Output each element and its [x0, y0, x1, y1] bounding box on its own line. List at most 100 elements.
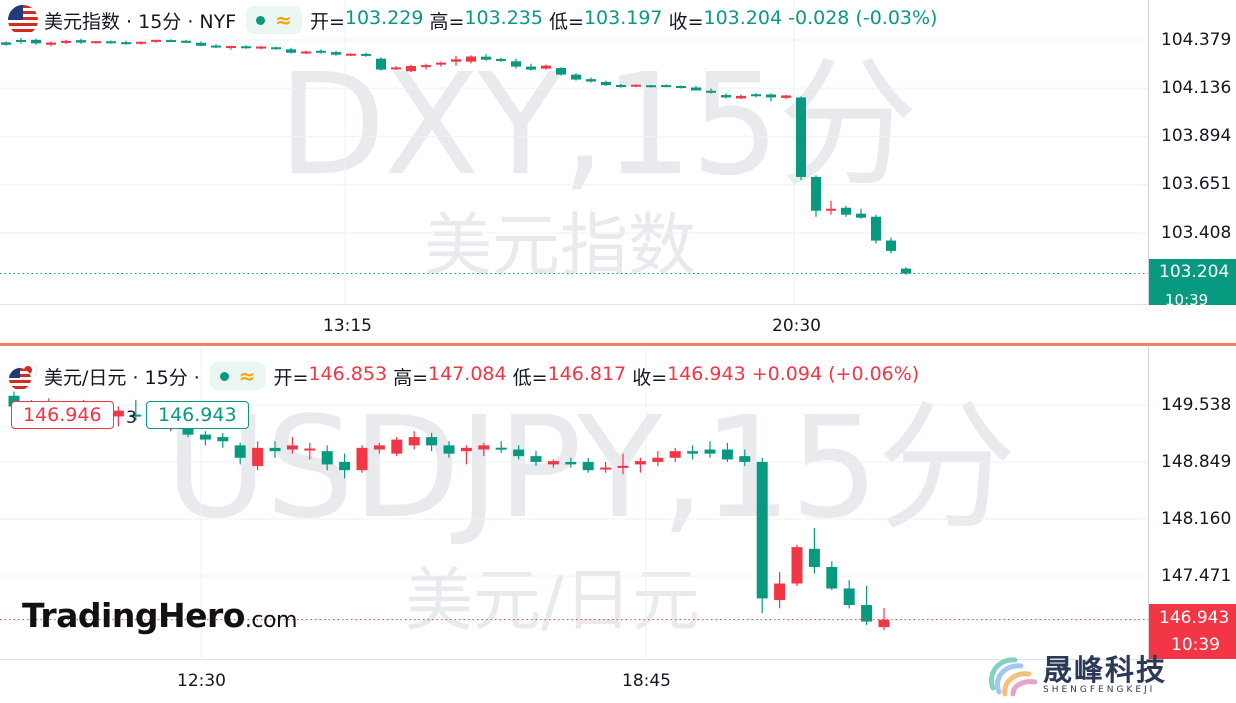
- candle: [391, 437, 403, 457]
- candle: [721, 442, 733, 462]
- candle-body: [421, 65, 431, 68]
- candle-body: [443, 445, 455, 454]
- dxy-chart-pane[interactable]: DXY,15分 美元指数 104.379 104.136 103.894 103…: [0, 0, 1236, 340]
- ask-price-button[interactable]: 146.943: [146, 401, 249, 429]
- ohlc-close-value: 103.204: [703, 6, 783, 29]
- candle-body: [217, 437, 229, 442]
- candle: [91, 41, 101, 44]
- candle-body: [286, 49, 296, 53]
- candle: [269, 441, 281, 458]
- candle-body: [766, 94, 776, 98]
- candle: [774, 571, 786, 609]
- usdjpy-chart-pane[interactable]: USDJPY,15分 美元/日元 149.538 148.849 148.160…: [0, 347, 1236, 703]
- candle: [646, 85, 656, 88]
- candle-body: [304, 448, 316, 451]
- candle: [443, 441, 455, 458]
- shengfeng-name-cn: 晟峰科技: [1043, 653, 1168, 687]
- usdjpy-status-pill[interactable]: ≈: [209, 362, 266, 390]
- candle-body: [331, 52, 341, 55]
- candle-body: [676, 86, 686, 89]
- ohlc-low-value: 146.817: [547, 362, 627, 385]
- dxy-symbol-title[interactable]: 美元指数 · 15分 · NYF: [44, 10, 237, 33]
- candle-body: [356, 447, 368, 471]
- candle: [751, 93, 761, 98]
- ohlc-high-value: 147.084: [428, 362, 507, 385]
- ohlc-high-label: 高=: [429, 10, 465, 33]
- candle-body: [241, 46, 251, 49]
- candle: [426, 432, 438, 452]
- pane-divider[interactable]: [0, 343, 1236, 346]
- candle-body: [511, 61, 521, 67]
- candle-body: [826, 566, 838, 589]
- spread-value: 3: [126, 408, 137, 428]
- candle: [861, 586, 873, 625]
- candle-body: [736, 95, 746, 99]
- tradinghero-logo: TradingHero.com: [22, 596, 297, 635]
- candle-body: [181, 40, 191, 43]
- candle: [46, 41, 56, 47]
- candle-body: [634, 461, 646, 465]
- candle-body: [211, 45, 221, 48]
- candle: [878, 608, 890, 631]
- dxy-candles-plot[interactable]: [0, 0, 1148, 305]
- dxy-price-axis[interactable]: 104.379 104.136 103.894 103.651 103.408: [1148, 0, 1236, 305]
- us-jp-flag-icon: [8, 360, 38, 391]
- dxy-y-tick: 103.894: [1161, 126, 1232, 146]
- candle: [669, 447, 681, 462]
- tradinghero-name: TradingHero: [22, 596, 245, 635]
- candle-body: [706, 90, 716, 93]
- candle-body: [46, 42, 56, 45]
- candle-body: [151, 39, 161, 42]
- candle-body: [530, 456, 542, 462]
- tradinghero-suffix: .com: [244, 608, 297, 633]
- candle: [136, 41, 146, 45]
- candle: [256, 46, 266, 50]
- candle-body: [481, 56, 491, 60]
- usdjpy-y-tick: 148.160: [1161, 509, 1232, 529]
- candle-body: [136, 41, 146, 44]
- usdjpy-time-axis-border: [0, 659, 1148, 660]
- candle-body: [406, 66, 416, 72]
- usdjpy-x-tick: 18:45: [622, 671, 671, 691]
- candle: [843, 580, 855, 609]
- candle: [421, 63, 431, 70]
- candle: [791, 544, 803, 587]
- candle: [151, 39, 161, 43]
- status-dot-icon: [256, 15, 266, 25]
- candle: [586, 77, 596, 83]
- candle-body: [31, 39, 41, 44]
- candle: [841, 205, 851, 217]
- candle: [286, 47, 296, 54]
- dxy-x-tick: 20:30: [772, 316, 821, 336]
- candle: [481, 54, 491, 61]
- candle: [356, 445, 368, 473]
- candle: [826, 561, 838, 591]
- candle: [466, 55, 476, 64]
- dxy-status-pill[interactable]: ≈: [246, 6, 302, 34]
- candle: [808, 528, 820, 574]
- candle: [331, 50, 341, 56]
- candle: [436, 61, 446, 67]
- usdjpy-candles-plot[interactable]: [0, 347, 1148, 660]
- usdjpy-symbol-title[interactable]: 美元/日元 · 15分 ·: [44, 366, 200, 389]
- candle-body: [808, 548, 820, 567]
- candle-body: [756, 461, 768, 599]
- candle: [166, 39, 176, 43]
- candle-body: [496, 58, 506, 61]
- bid-price-button[interactable]: 146.946: [11, 401, 114, 429]
- candle-body: [841, 207, 851, 215]
- ohlc-low-label: 低=: [549, 10, 584, 33]
- candle-body: [166, 40, 176, 43]
- candle: [211, 44, 221, 49]
- shengfeng-logo-icon: [989, 657, 1038, 697]
- dxy-ohlc: 开= 103.229 高= 103.235 低= 103.197 收= 103.204 …: [310, 7, 938, 34]
- status-dot-icon: [219, 371, 229, 381]
- candle-body: [687, 451, 699, 454]
- candle-body: [796, 97, 806, 177]
- candle: [631, 84, 641, 88]
- dxy-last-price-tag: 103.204: [1149, 259, 1236, 286]
- usdjpy-last-price-tag: 146.943: [1149, 604, 1236, 632]
- candle-body: [871, 216, 881, 241]
- candle: [199, 431, 211, 446]
- candle-body: [556, 68, 566, 75]
